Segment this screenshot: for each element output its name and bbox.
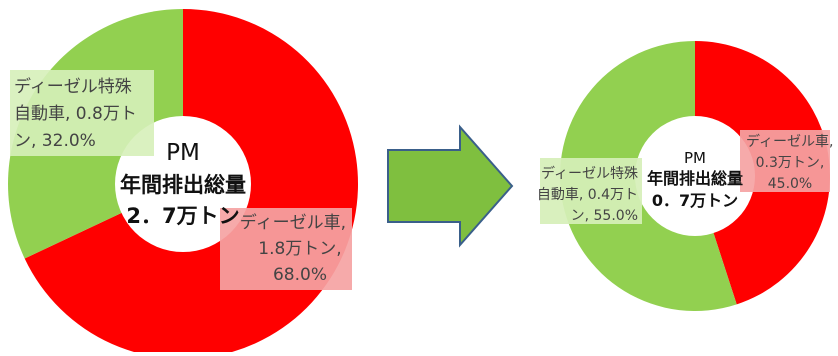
slice-label-group-diesel-after: ディーゼル車, 0.3万トン, 45.0% bbox=[740, 130, 833, 192]
slice-label-special-after-line1: ディーゼル特殊 bbox=[541, 165, 638, 182]
slice-label-special-before-line3: ン, 32.0% bbox=[14, 131, 96, 151]
slice-label-bg-diesel-after bbox=[740, 130, 830, 192]
slice-label-diesel-before-line3: 68.0% bbox=[273, 265, 327, 285]
slice-label-group-special-before: ディーゼル特殊 自動車, 0.8万ト ン, 32.0% bbox=[10, 70, 154, 156]
slice-label-diesel-before-line2: 1.8万トン, bbox=[258, 239, 341, 259]
slice-label-special-before-line2: 自動車, 0.8万ト bbox=[14, 104, 137, 124]
center-label-after-line3: 0．7万トン bbox=[652, 191, 738, 210]
donut-chart-after: ディーゼル特殊 自動車, 0.4万ト ン, 55.0% ディーゼル車, 0.3万… bbox=[537, 41, 833, 311]
slice-label-special-after-line2: 自動車, 0.4万ト bbox=[537, 186, 638, 203]
slice-label-diesel-before-line1: ディーゼル車, bbox=[240, 212, 346, 233]
center-label-before-line2: 年間排出総量 bbox=[120, 173, 246, 197]
slice-label-group-special-after: ディーゼル特殊 自動車, 0.4万ト ン, 55.0% bbox=[537, 158, 642, 224]
center-label-after-line2: 年間排出総量 bbox=[647, 169, 743, 188]
right-arrow-icon bbox=[387, 124, 514, 248]
donut-hole-after bbox=[635, 116, 755, 236]
center-label-before-line3: 2．7万トン bbox=[126, 204, 239, 228]
slice-label-bg-special-before bbox=[10, 70, 154, 156]
slice-label-diesel-after-line3: 45.0% bbox=[768, 176, 812, 192]
slice-label-diesel-after-line1: ディーゼル車, bbox=[746, 133, 833, 150]
slice-label-special-after-line3: ン, 55.0% bbox=[571, 208, 638, 224]
slice-label-bg-diesel-before bbox=[220, 208, 352, 290]
slice-label-diesel-after-line2: 0.3万トン, bbox=[756, 155, 825, 171]
donut-chart-before: ディーゼル特殊 自動車, 0.8万ト ン, 32.0% ディーゼル車, 1.8万… bbox=[8, 9, 359, 356]
slice-label-bg-special-after bbox=[540, 158, 642, 224]
slice-label-group-diesel-before: ディーゼル車, 1.8万トン, 68.0% bbox=[220, 208, 352, 290]
center-label-after-line1: PM bbox=[684, 149, 706, 167]
center-label-before-line1: PM bbox=[166, 140, 200, 166]
slice-label-special-before-line1: ディーゼル特殊 bbox=[14, 76, 132, 97]
